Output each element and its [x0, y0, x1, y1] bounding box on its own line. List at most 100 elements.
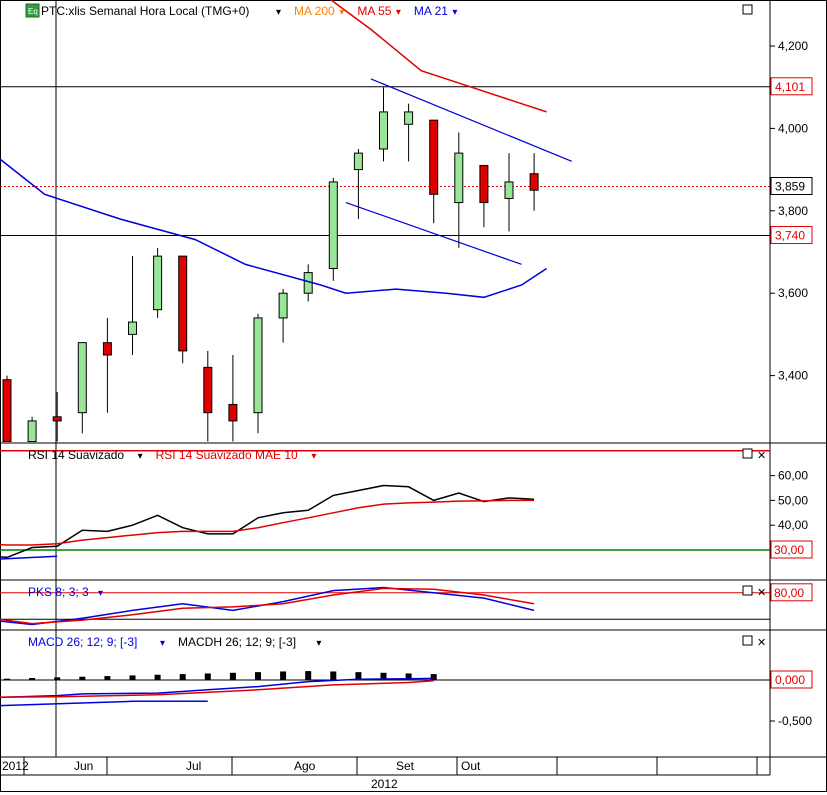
chevron-down-icon[interactable]: ▾ [339, 7, 344, 18]
candle[interactable] [102, 317, 112, 413]
series-line-ma-21 [0, 158, 548, 299]
legend-item[interactable]: MA 21 [414, 4, 448, 18]
chevron-down-icon[interactable]: ▾ [276, 7, 281, 18]
maximize-icon[interactable] [742, 448, 753, 459]
pks-level-label: 80,00 [774, 586, 804, 600]
macdh-bar [179, 674, 186, 680]
macdh-bar [330, 671, 337, 680]
candle-body [128, 321, 137, 335]
candle[interactable] [404, 103, 414, 162]
macd-legend-item[interactable]: MACDH 26; 12; 9; [-3] [178, 635, 296, 649]
macdh-bar [255, 672, 261, 680]
x-tick-label: Jul [186, 759, 201, 773]
macdh-bar [129, 675, 136, 680]
x-tick-label: Out [461, 759, 481, 773]
macd-zero-box [770, 670, 813, 689]
pks-legend-item[interactable]: PKS 8; 3; 3 [28, 585, 89, 599]
rsi-series-line [0, 499, 535, 546]
candle[interactable] [253, 313, 263, 434]
candle-body [27, 420, 37, 443]
chevron-down-icon[interactable]: ▾ [98, 588, 103, 599]
chevron-down-icon[interactable]: ▾ [311, 451, 316, 462]
rsi-legend-item[interactable]: RSI 14 Suavizado MAE 10 [156, 448, 298, 462]
current-price-box [770, 176, 813, 195]
candle-body [379, 111, 388, 150]
close-icon[interactable]: ✕ [757, 587, 766, 599]
macdh-bar [29, 678, 36, 680]
y-tick-label: 3,800 [778, 204, 808, 218]
macd-series-line [0, 680, 434, 698]
candle[interactable] [2, 375, 12, 443]
macdh-bar [54, 677, 61, 680]
candle-body [353, 152, 363, 171]
y-tick-label: 3,400 [778, 369, 808, 383]
macdh-bar [154, 674, 161, 680]
candle[interactable] [529, 153, 539, 211]
macd-series-line [0, 700, 208, 707]
close-icon[interactable]: ✕ [757, 450, 766, 462]
candle[interactable] [328, 177, 338, 281]
rsi-y-tick-label: 50,00 [778, 493, 808, 507]
macdh-bar [280, 671, 287, 680]
candle[interactable] [504, 153, 514, 232]
candle-body [429, 119, 439, 195]
maximize-icon[interactable] [742, 4, 753, 15]
price-marker-box [770, 226, 813, 245]
y-tick-label: 4,000 [778, 121, 808, 135]
rsi-level-label: 30,00 [774, 543, 804, 557]
candle-body [52, 416, 62, 422]
candle[interactable] [429, 119, 439, 224]
candle[interactable] [203, 350, 213, 442]
candle-body [479, 164, 489, 204]
x-tick-label: 2012 [2, 759, 29, 773]
instrument-label[interactable]: PTC:xlis Semanal Hora Local (TMG+0) [41, 4, 249, 18]
candle-body [203, 366, 213, 414]
macd-legend-item[interactable]: MACD 26; 12; 9; [-3] [28, 635, 137, 649]
candle-body [253, 317, 263, 414]
chevron-down-icon[interactable]: ▾ [452, 7, 457, 18]
candle[interactable] [278, 289, 288, 343]
macdh-bar [4, 678, 10, 680]
macdh-bar [79, 676, 86, 680]
candle[interactable] [379, 87, 388, 162]
candle[interactable] [454, 132, 464, 248]
chevron-down-icon[interactable]: ▾ [138, 451, 143, 462]
current-price-label: 3,859 [775, 179, 805, 193]
candle[interactable] [178, 255, 188, 364]
candle[interactable] [479, 164, 489, 228]
candle[interactable] [228, 355, 238, 442]
candle[interactable] [52, 392, 62, 442]
legend-item[interactable]: MA 200 [294, 4, 335, 18]
maximize-icon[interactable] [742, 585, 753, 596]
candle-body [529, 173, 539, 191]
legend-item[interactable]: MA 55 [357, 4, 391, 18]
y-tick-label: 4,200 [778, 39, 808, 53]
rsi-series-line [0, 484, 535, 559]
macdh-bar [355, 672, 362, 680]
trendline[interactable] [345, 201, 522, 265]
equity-icon-label: Eq [28, 7, 38, 16]
candle-body [454, 152, 464, 204]
trendline[interactable] [370, 78, 572, 162]
chevron-down-icon[interactable]: ▾ [396, 7, 401, 18]
macdh-bar [380, 672, 387, 680]
candle-body [77, 342, 87, 414]
macdh-bar [430, 674, 437, 680]
macdh-bar [104, 676, 111, 680]
rsi-legend-item[interactable]: RSI 14 Suavizado [28, 448, 124, 462]
pks-series-line [0, 587, 535, 625]
chevron-down-icon[interactable]: ▾ [160, 638, 165, 649]
y-tick-label: 3,600 [778, 286, 808, 300]
pks-level-box [770, 583, 813, 602]
candle[interactable] [153, 247, 163, 318]
candle[interactable] [27, 416, 37, 443]
candle[interactable] [77, 342, 87, 434]
close-icon[interactable]: ✕ [757, 637, 766, 649]
maximize-icon[interactable] [742, 635, 753, 646]
macdh-bar [229, 672, 236, 680]
chevron-down-icon[interactable]: ▾ [316, 638, 321, 649]
candle-body [102, 342, 112, 356]
candle[interactable] [128, 256, 137, 355]
